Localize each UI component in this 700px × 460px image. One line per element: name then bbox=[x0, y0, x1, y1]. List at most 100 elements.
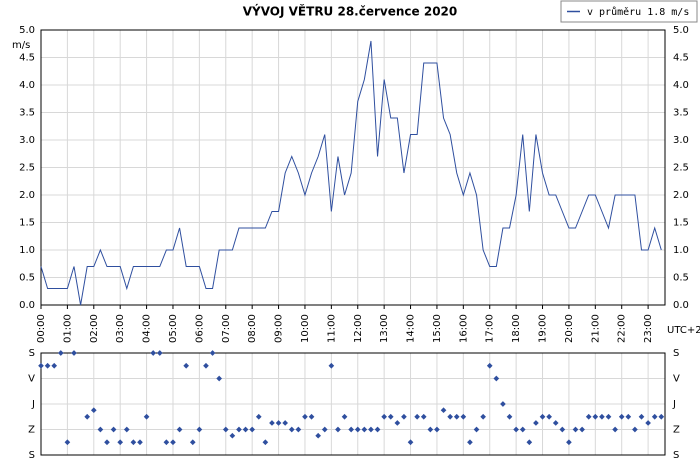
y-tick-label: V bbox=[28, 374, 35, 385]
y-tick-label: 0.5 bbox=[673, 273, 689, 284]
chart-title: VÝVOJ VĚTRU 28.července 2020 bbox=[243, 4, 458, 19]
scatter-point bbox=[539, 413, 546, 420]
scatter-point bbox=[519, 426, 526, 433]
x-tick-label: 10:00 bbox=[300, 314, 311, 343]
scatter-point bbox=[368, 426, 374, 433]
scatter-point bbox=[229, 432, 236, 439]
scatter-point bbox=[638, 413, 645, 420]
scatter-point bbox=[269, 420, 275, 426]
y-tick-label: S bbox=[29, 450, 35, 460]
y-tick-label: 2.5 bbox=[19, 163, 35, 174]
scatter-point bbox=[572, 426, 579, 433]
y-tick-label: 4.5 bbox=[673, 53, 689, 64]
scatter-point bbox=[282, 420, 288, 426]
y-tick-label: Z bbox=[673, 425, 680, 436]
scatter-point bbox=[420, 413, 427, 420]
x-tick-label: 19:00 bbox=[538, 314, 549, 343]
scatter-point bbox=[156, 350, 163, 356]
x-tick-label: 11:00 bbox=[326, 314, 337, 343]
scatter-point bbox=[143, 413, 150, 420]
scatter-point bbox=[440, 407, 447, 414]
scatter-point bbox=[170, 439, 176, 446]
y-axis-label: m/s bbox=[12, 40, 30, 51]
scatter-point bbox=[599, 413, 605, 420]
y-tick-label: 3.0 bbox=[673, 135, 689, 146]
scatter-point bbox=[559, 426, 566, 433]
scatter-point bbox=[110, 426, 117, 433]
scatter-point bbox=[460, 413, 467, 420]
x-tick-label: 12:00 bbox=[353, 314, 364, 343]
scatter-point bbox=[486, 362, 493, 369]
x-tick-label: 17:00 bbox=[485, 314, 496, 343]
x-tick-label: 21:00 bbox=[590, 314, 601, 343]
scatter-point bbox=[163, 439, 170, 446]
scatter-point bbox=[97, 426, 104, 433]
scatter-point bbox=[64, 439, 71, 446]
y-tick-label: 1.0 bbox=[673, 245, 689, 256]
y-tick-label: J bbox=[31, 399, 35, 410]
scatter-point bbox=[288, 426, 295, 433]
x-tick-label: 02:00 bbox=[89, 314, 100, 343]
y-tick-label: 3.5 bbox=[19, 108, 35, 119]
x-tick-label: 03:00 bbox=[115, 314, 126, 343]
scatter-point bbox=[407, 439, 414, 446]
x-tick-label: 15:00 bbox=[432, 314, 443, 343]
scatter-point bbox=[480, 413, 486, 420]
x-tick-label: 08:00 bbox=[247, 314, 258, 343]
scatter-point bbox=[71, 350, 77, 356]
scatter-point bbox=[354, 426, 361, 433]
x-tick-label: 06:00 bbox=[194, 314, 205, 343]
scatter-point bbox=[625, 413, 632, 420]
legend-label: v průměru 1.8 m/s bbox=[587, 6, 689, 18]
line-series bbox=[40, 40, 662, 306]
scatter-point bbox=[414, 413, 420, 420]
y-tick-label: 4.0 bbox=[19, 80, 35, 91]
scatter-point bbox=[381, 413, 387, 420]
scatter-point bbox=[493, 375, 500, 382]
y-tick-label: 0.5 bbox=[19, 273, 35, 284]
scatter-point bbox=[335, 426, 341, 433]
y-tick-label: J bbox=[672, 399, 676, 410]
y-tick-label: 2.0 bbox=[673, 190, 689, 201]
scatter-point bbox=[123, 426, 130, 433]
y-tick-label: V bbox=[673, 374, 680, 385]
plot-frame bbox=[40, 29, 666, 306]
x-tick-label: 09:00 bbox=[274, 314, 285, 343]
scatter-point bbox=[453, 413, 460, 420]
y-tick-label: S bbox=[29, 348, 35, 359]
scatter-point bbox=[222, 426, 229, 433]
scatter-point bbox=[302, 413, 308, 420]
scatter-point bbox=[341, 413, 348, 420]
scatter-point bbox=[150, 350, 157, 356]
legend bbox=[560, 0, 698, 23]
x-tick-label: 07:00 bbox=[221, 314, 232, 343]
scatter-point bbox=[104, 439, 110, 446]
x-tick-label: 18:00 bbox=[511, 314, 522, 343]
x-tick-label: 14:00 bbox=[406, 314, 417, 343]
x-tick-label: 01:00 bbox=[62, 314, 73, 343]
y-tick-label: 2.5 bbox=[673, 163, 689, 174]
y-tick-label: 3.0 bbox=[19, 135, 35, 146]
scatter-point bbox=[612, 426, 618, 433]
scatter-point bbox=[203, 362, 209, 369]
scatter-point bbox=[216, 375, 223, 382]
scatter-point bbox=[295, 426, 302, 433]
scatter-point bbox=[137, 439, 143, 446]
scatter-point bbox=[315, 432, 321, 439]
y-tick-label: 5.0 bbox=[19, 25, 35, 36]
y-tick-label: 1.5 bbox=[19, 218, 35, 229]
x-axis-label: UTC+2 bbox=[667, 325, 700, 336]
scatter-point bbox=[117, 439, 124, 446]
scatter-point bbox=[434, 426, 440, 433]
scatter-point bbox=[473, 426, 480, 433]
scatter-point bbox=[394, 420, 401, 426]
scatter-point bbox=[506, 413, 513, 420]
scatter-point bbox=[552, 420, 559, 426]
plot-frame bbox=[40, 352, 666, 456]
scatter-point bbox=[130, 439, 137, 446]
scatter-point bbox=[361, 426, 368, 433]
y-tick-label: S bbox=[673, 450, 679, 460]
scatter-point bbox=[427, 426, 434, 433]
y-tick-label: 3.5 bbox=[673, 108, 689, 119]
